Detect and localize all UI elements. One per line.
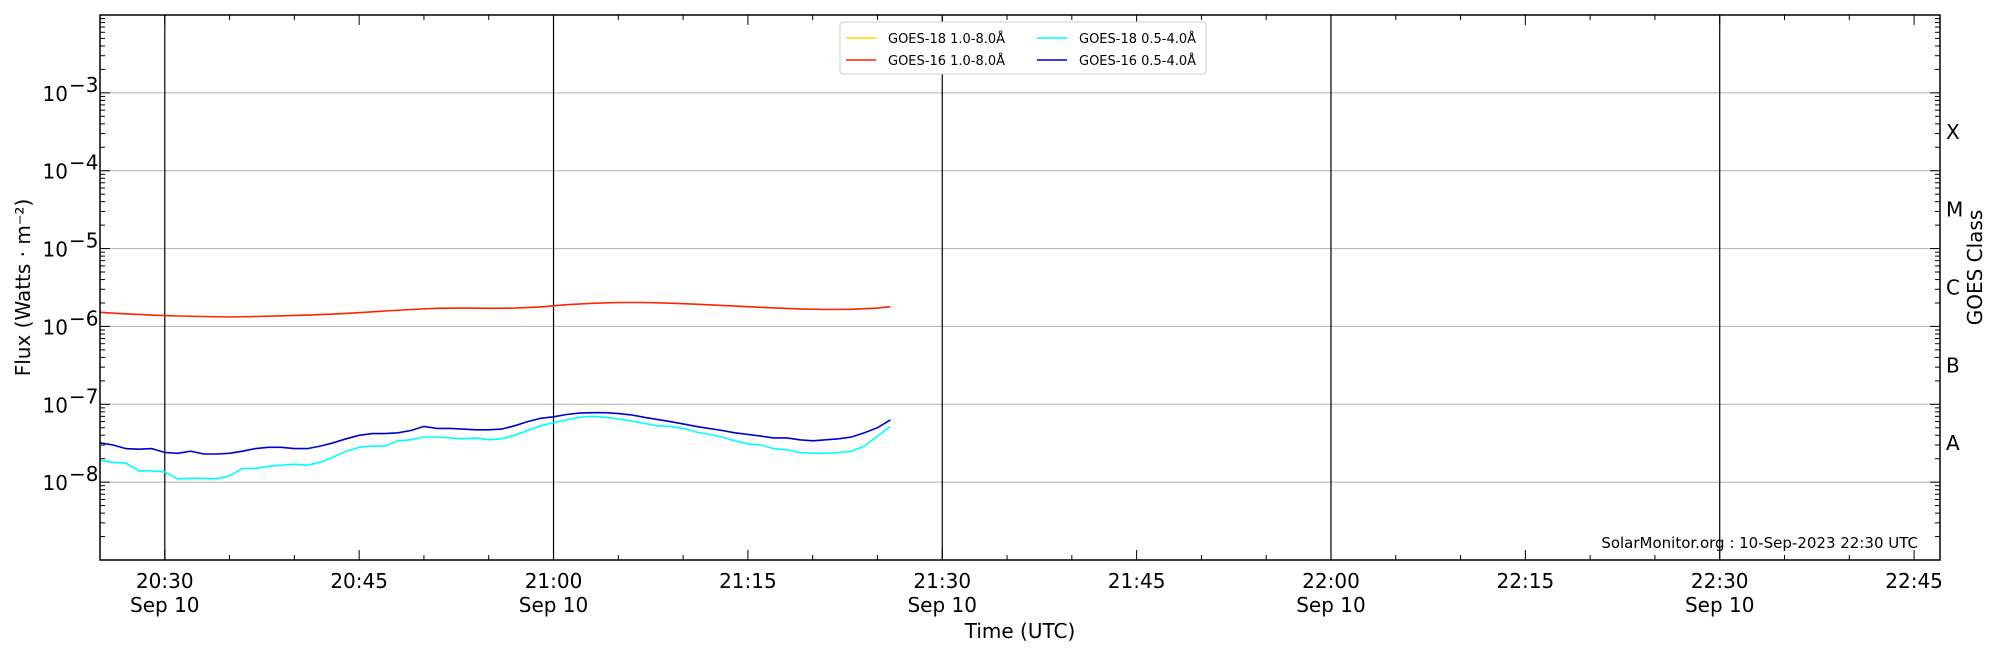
legend: GOES-18 1.0-8.0Å GOES-16 1.0-8.0Å GOES-18 … bbox=[839, 21, 1207, 75]
series-line-2 bbox=[99, 301, 891, 318]
y-tick-labels: 10−810−710−610−510−410−3 bbox=[43, 73, 99, 495]
y-tick-label: 10 bbox=[43, 315, 68, 339]
axis-ticks bbox=[99, 15, 1940, 561]
x-tick-date-label: Sep 10 bbox=[1685, 593, 1755, 617]
x-tick-label: 22:00 bbox=[1302, 569, 1360, 593]
y-tick-exponent: −4 bbox=[69, 151, 98, 175]
goes-class-label: M bbox=[1946, 198, 1963, 222]
x-tick-date-label: Sep 10 bbox=[519, 593, 589, 617]
x-tick-label: 21:30 bbox=[913, 569, 971, 593]
grid-lines bbox=[100, 92, 1940, 483]
x-tick-label: 21:15 bbox=[719, 569, 777, 593]
x-tick-label: 21:00 bbox=[525, 569, 583, 593]
goes-class-label: X bbox=[1946, 120, 1960, 144]
series-line-3 bbox=[99, 415, 891, 480]
x-axis-title: Time (UTC) bbox=[964, 619, 1076, 643]
y-tick-label: 10 bbox=[43, 160, 68, 184]
x-tick-label: 21:45 bbox=[1108, 569, 1166, 593]
y-tick-label: 10 bbox=[43, 238, 68, 262]
legend-label: GOES-16 1.0-8.0Å bbox=[888, 53, 1005, 69]
series-line-4 bbox=[99, 411, 891, 455]
goes-class-axis-title: GOES Class bbox=[1963, 210, 1987, 326]
y-tick-exponent: −3 bbox=[69, 73, 98, 97]
y-tick-exponent: −7 bbox=[69, 384, 98, 408]
source-annotation: SolarMonitor.org : 10-Sep-2023 22:30 UTC bbox=[1601, 534, 1918, 552]
x-tick-label: 22:15 bbox=[1497, 569, 1555, 593]
legend-label: GOES-18 0.5-4.0Å bbox=[1079, 31, 1196, 47]
y-tick-exponent: −6 bbox=[69, 306, 98, 330]
goes-class-label: A bbox=[1946, 431, 1960, 455]
y-tick-exponent: −5 bbox=[69, 229, 98, 253]
goes-class-label: C bbox=[1946, 276, 1960, 300]
legend-label: GOES-18 1.0-8.0Å bbox=[888, 31, 1005, 47]
x-tick-label: 20:30 bbox=[136, 569, 194, 593]
x-tick-label: 22:45 bbox=[1885, 569, 1943, 593]
x-tick-label: 22:30 bbox=[1691, 569, 1749, 593]
x-tick-date-label: Sep 10 bbox=[1296, 593, 1366, 617]
y-tick-label: 10 bbox=[43, 471, 68, 495]
time-marker-lines bbox=[164, 15, 1721, 560]
y-axis-title: Flux (Watts · m⁻²) bbox=[11, 199, 35, 377]
y-tick-label: 10 bbox=[43, 393, 68, 417]
plot-frame bbox=[99, 14, 1941, 561]
y-tick-exponent: −8 bbox=[69, 462, 98, 486]
goes-class-labels: A B C M X bbox=[1946, 120, 1963, 455]
x-tick-date-label: Sep 10 bbox=[130, 593, 200, 617]
series-lines bbox=[99, 301, 891, 480]
x-tick-label: 20:45 bbox=[330, 569, 388, 593]
x-tick-date-label: Sep 10 bbox=[907, 593, 977, 617]
y-tick-label: 10 bbox=[43, 82, 68, 106]
goes-class-label: B bbox=[1946, 353, 1960, 377]
legend-box bbox=[839, 21, 1207, 75]
legend-label: GOES-16 0.5-4.0Å bbox=[1079, 53, 1196, 69]
